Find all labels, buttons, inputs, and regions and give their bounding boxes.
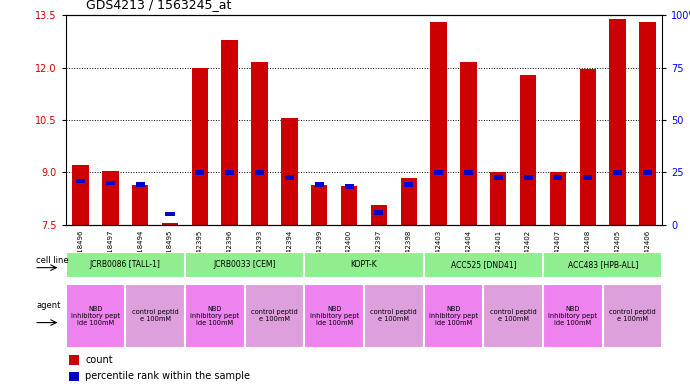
Bar (281, 118, 297, 225)
FancyBboxPatch shape (66, 283, 126, 348)
Text: ACC525 [DND41]: ACC525 [DND41] (451, 260, 516, 270)
Bar (400, 177, 417, 225)
Bar (341, 186, 357, 225)
Text: KOPT-K: KOPT-K (351, 260, 377, 270)
Bar (136, 182, 145, 187)
Bar (494, 175, 503, 180)
FancyBboxPatch shape (424, 252, 543, 278)
Bar (161, 223, 178, 225)
Bar (315, 182, 324, 187)
FancyBboxPatch shape (364, 283, 424, 348)
Text: NBD
inhibitory pept
ide 100mM: NBD inhibitory pept ide 100mM (310, 306, 359, 326)
Text: control peptid
e 100mM: control peptid e 100mM (490, 310, 537, 322)
Bar (221, 40, 238, 225)
Bar (192, 68, 208, 225)
Text: NBD
inhibitory pept
ide 100mM: NBD inhibitory pept ide 100mM (190, 306, 239, 326)
Text: JCRB0086 [TALL-1]: JCRB0086 [TALL-1] (90, 260, 161, 270)
Bar (166, 212, 175, 217)
Text: agent: agent (36, 301, 61, 310)
Bar (68, 355, 79, 365)
Bar (613, 170, 622, 175)
Bar (132, 185, 148, 225)
Text: control peptid
e 100mM: control peptid e 100mM (132, 310, 179, 322)
Text: GDS4213 / 1563245_at: GDS4213 / 1563245_at (86, 0, 232, 12)
Text: cell line: cell line (36, 257, 69, 265)
Bar (431, 22, 447, 225)
Bar (580, 70, 596, 225)
FancyBboxPatch shape (304, 252, 424, 278)
Bar (344, 184, 353, 189)
Bar (464, 170, 473, 175)
Bar (404, 182, 413, 187)
Text: JCRB0033 [CEM]: JCRB0033 [CEM] (213, 260, 276, 270)
Text: control peptid
e 100mM: control peptid e 100mM (251, 310, 298, 322)
Bar (68, 372, 79, 381)
Text: percentile rank within the sample: percentile rank within the sample (86, 371, 250, 381)
Bar (550, 172, 566, 225)
Text: control peptid
e 100mM: control peptid e 100mM (371, 310, 417, 322)
Text: NBD
inhibitory pept
ide 100mM: NBD inhibitory pept ide 100mM (549, 306, 598, 326)
Bar (255, 170, 264, 175)
FancyBboxPatch shape (66, 252, 185, 278)
Bar (434, 170, 443, 175)
Bar (106, 180, 115, 185)
Bar (375, 210, 384, 215)
Text: count: count (86, 355, 113, 365)
Bar (72, 166, 89, 225)
Bar (251, 63, 268, 225)
Bar (643, 170, 652, 175)
FancyBboxPatch shape (603, 283, 662, 348)
Bar (371, 205, 387, 225)
Text: NBD
inhibitory pept
ide 100mM: NBD inhibitory pept ide 100mM (71, 306, 120, 326)
Text: NBD
inhibitory pept
ide 100mM: NBD inhibitory pept ide 100mM (429, 306, 478, 326)
Bar (76, 179, 85, 183)
Text: control peptid
e 100mM: control peptid e 100mM (609, 310, 656, 322)
FancyBboxPatch shape (543, 283, 603, 348)
Bar (311, 185, 328, 225)
Bar (225, 170, 234, 175)
Bar (520, 74, 536, 225)
FancyBboxPatch shape (126, 283, 185, 348)
Bar (553, 175, 562, 180)
Bar (195, 170, 204, 175)
Bar (524, 175, 533, 180)
FancyBboxPatch shape (185, 283, 245, 348)
Bar (102, 170, 119, 225)
Bar (583, 175, 592, 180)
Bar (639, 22, 656, 225)
FancyBboxPatch shape (304, 283, 364, 348)
Bar (460, 63, 477, 225)
FancyBboxPatch shape (483, 283, 543, 348)
Bar (609, 19, 626, 225)
Bar (490, 172, 506, 225)
FancyBboxPatch shape (245, 283, 304, 348)
Bar (285, 175, 294, 180)
FancyBboxPatch shape (185, 252, 304, 278)
FancyBboxPatch shape (543, 252, 662, 278)
Text: ACC483 [HPB-ALL]: ACC483 [HPB-ALL] (568, 260, 638, 270)
FancyBboxPatch shape (424, 283, 483, 348)
